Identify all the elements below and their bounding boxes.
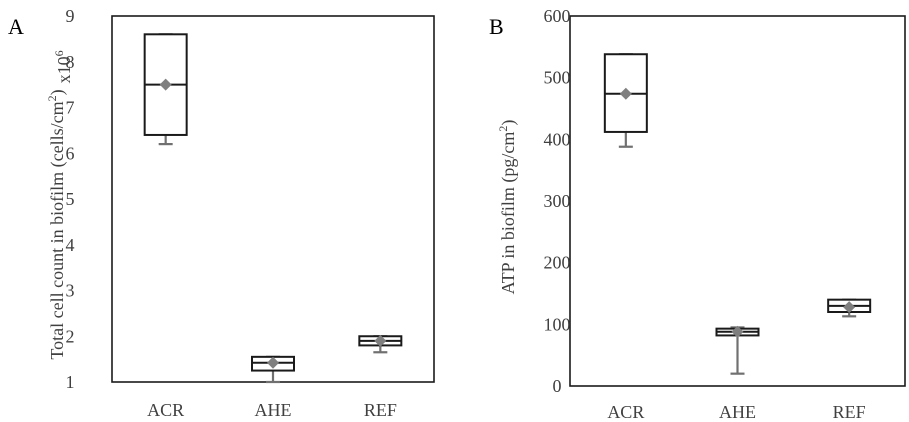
box-ahe-a (251, 355, 295, 384)
x-tick-label: ACR (607, 402, 644, 422)
box-acr-b (603, 53, 648, 148)
y-tick-label: 100 (544, 314, 571, 334)
y-axis-label-part: 2 (496, 126, 510, 132)
y-tick-label: 3 (66, 281, 75, 301)
y-tick-label: 2 (66, 326, 75, 346)
y-tick-label: 5 (66, 189, 75, 209)
y-axis-label-part: x10 (54, 56, 74, 83)
x-tick-label: REF (833, 402, 866, 422)
plot-area-b (569, 15, 906, 387)
y-tick-label: 9 (66, 6, 75, 26)
box-ref-b (827, 298, 872, 318)
x-tick-label: ACR (147, 400, 184, 420)
box-acr-a (143, 33, 188, 146)
mean-marker (267, 356, 279, 369)
y-axis-label-part: ATP in biofilm (pg/cm (498, 132, 519, 295)
panel-a-chart: A 1 2 3 4 5 6 7 8 9 ACR AHE REF Total cell count in b… (8, 6, 435, 420)
mean-marker (731, 325, 744, 338)
y-axis-label-part: 6 (52, 50, 66, 56)
y-axis-label-part: ) (498, 120, 519, 126)
y-tick-label: 500 (544, 68, 571, 88)
y-tick-label: 8 (66, 52, 75, 72)
mean-marker (619, 87, 632, 100)
y-tick-label: 600 (544, 6, 571, 26)
panel-label-b: B (489, 14, 504, 39)
y-tick-label: 6 (66, 143, 75, 163)
x-tick-label: AHE (255, 400, 292, 420)
y-axis-label-a: Total cell count in biofilm (cells/cm2) x… (45, 50, 74, 359)
y-axis-label-part: 2 (45, 95, 59, 101)
mean-marker (374, 334, 387, 347)
mean-marker (843, 301, 856, 314)
box-ahe-b (715, 325, 760, 375)
panel-b-chart: B 0 100 200 300 400 500 600 ACR AHE REF ATP in biof… (489, 6, 906, 422)
mean-marker (159, 78, 172, 91)
y-tick-label: 4 (66, 235, 75, 255)
y-tick-label: 200 (544, 253, 571, 273)
y-axis-label-part: Total cell count in biofilm (cells/cm (47, 101, 68, 359)
y-axis-label-b: ATP in biofilm (pg/cm2) (496, 120, 519, 295)
box-ref-a (358, 334, 403, 354)
x-tick-label: REF (364, 400, 397, 420)
panel-label-a: A (8, 14, 24, 39)
y-tick-label: 7 (66, 98, 75, 118)
y-tick-label: 300 (544, 191, 571, 211)
y-axis-label-part: ) (47, 89, 68, 95)
y-tick-label: 400 (544, 129, 571, 149)
y-tick-label: 1 (66, 372, 75, 392)
y-tick-label: 0 (553, 376, 562, 396)
x-tick-label: AHE (719, 402, 756, 422)
